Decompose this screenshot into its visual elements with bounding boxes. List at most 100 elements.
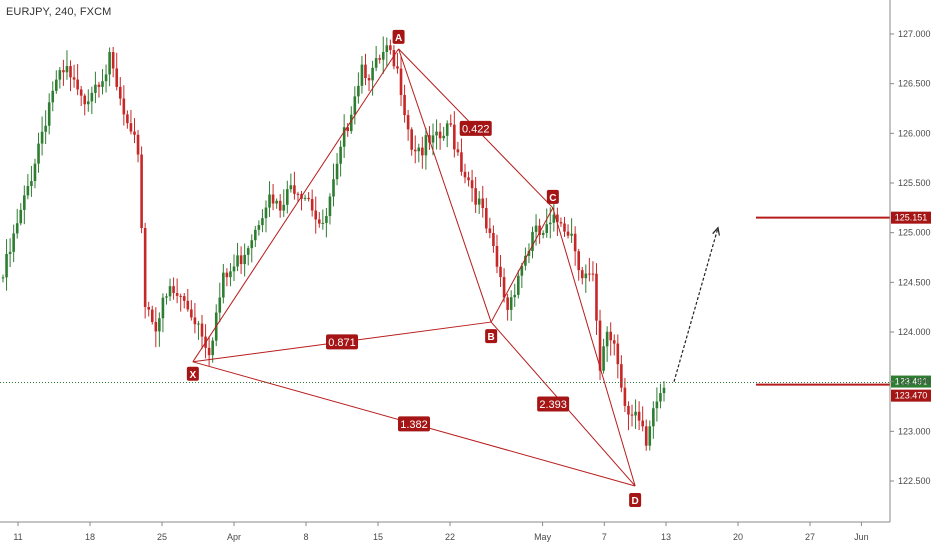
candle-body [552, 214, 556, 223]
candle-body [644, 426, 648, 446]
price-tick-label: 127.000 [898, 29, 931, 39]
candle-body [623, 387, 627, 406]
candle-body [111, 52, 115, 69]
candle-body [559, 222, 563, 224]
candle-body [86, 101, 90, 105]
candle-body [147, 307, 151, 310]
candle-body [8, 251, 12, 254]
candle-body [325, 216, 328, 223]
candle-body [588, 273, 591, 275]
candle-body [648, 426, 652, 446]
candle-body [655, 401, 659, 409]
candle-body [62, 70, 65, 73]
point-label-bg [546, 189, 559, 204]
candle-body [296, 193, 300, 195]
candle-body [595, 273, 598, 321]
price-tick-label: 124.000 [898, 327, 931, 337]
ab-leg [398, 48, 492, 323]
point-label-bg [392, 29, 405, 44]
candle-body [122, 98, 126, 115]
candle-body [431, 135, 435, 143]
candle-body [381, 52, 385, 60]
candle-body [641, 420, 644, 427]
candle-body [158, 318, 161, 332]
candle-body [445, 123, 449, 136]
candle-body [609, 331, 612, 341]
candle-body [268, 194, 271, 208]
candle-body [548, 222, 552, 225]
candle-body [175, 293, 179, 296]
candle-body [396, 66, 399, 69]
price-tick-label: 123.500 [898, 377, 931, 387]
candle-body [659, 393, 662, 402]
candle-body [332, 179, 335, 197]
harmonic-pattern: X A B C D 0.422 0.871 2.393 1.382 [186, 29, 720, 507]
point-label-x: X [190, 370, 197, 381]
candle-body [591, 273, 595, 275]
candle-body [271, 194, 275, 204]
candle-body [179, 295, 182, 297]
candle-body [55, 79, 58, 91]
candle-body [182, 296, 186, 301]
candle-body [47, 102, 51, 126]
candle-body [321, 222, 325, 224]
price-tick-label: 125.500 [898, 178, 931, 188]
candle-body [538, 225, 541, 235]
time-tick-label: 8 [303, 532, 308, 542]
time-tick-label: Apr [227, 532, 241, 542]
candle-body [630, 414, 634, 416]
time-tick-label: 11 [13, 532, 22, 542]
candle-body [246, 248, 250, 255]
candle-body [541, 232, 545, 235]
candle-body [278, 200, 282, 211]
candle-body [12, 233, 15, 252]
candle-body [481, 198, 485, 209]
candle-body [51, 90, 55, 103]
candle-body [556, 214, 559, 223]
ratio-label: 0.871 [328, 337, 356, 349]
candle-body [499, 266, 502, 278]
candle-body [349, 114, 353, 132]
candle-body [172, 286, 175, 294]
time-tick-label: May [534, 532, 552, 542]
xa-leg [192, 48, 399, 363]
ratio-label-bg [459, 120, 492, 136]
candle-body [289, 185, 293, 190]
candle-body [104, 74, 108, 82]
candle-body [424, 135, 428, 156]
candle-body [463, 171, 467, 178]
candle-body [492, 232, 495, 247]
candle-body [616, 343, 620, 365]
candle-body [257, 225, 261, 230]
candle-body [108, 52, 111, 75]
candle-body [566, 231, 570, 236]
candle-body [261, 218, 264, 226]
candle-body [236, 255, 239, 267]
candle-body [328, 196, 332, 217]
ratio-label: 1.382 [400, 419, 428, 431]
candle-body [317, 219, 321, 224]
candle-body [353, 96, 357, 115]
candle-body [286, 189, 289, 205]
candle-body [534, 225, 538, 232]
candle-body [584, 273, 588, 279]
time-tick-label: 25 [157, 532, 167, 542]
candle-body [218, 297, 222, 313]
candle-body [399, 68, 403, 96]
level-price-tag: 123.470 [895, 391, 928, 401]
time-tick-label: 15 [373, 532, 383, 542]
point-label-bg [485, 329, 498, 344]
candle-body [449, 123, 453, 125]
candle-body [598, 320, 602, 371]
candle-body [254, 229, 257, 241]
candle-body [577, 251, 581, 271]
candle-body [5, 253, 8, 278]
candle-body [477, 198, 481, 205]
candle-body [143, 227, 147, 308]
candle-body [133, 131, 136, 135]
projection-arrow-line [673, 227, 719, 382]
candle-body [293, 185, 296, 194]
candle-body [470, 180, 474, 189]
